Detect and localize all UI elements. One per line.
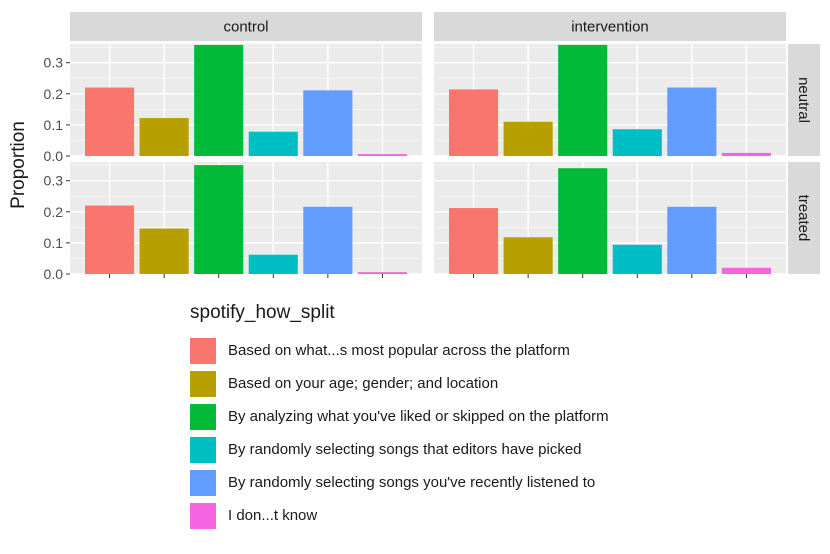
- legend-items: Based on what...s most popular across th…: [190, 334, 810, 532]
- bar-control-treated-4: [248, 254, 298, 274]
- bar-intervention-neutral-6: [721, 152, 771, 156]
- bar-intervention-neutral-5: [667, 87, 717, 156]
- facet-label-treated: treated: [795, 195, 812, 242]
- legend-title: spotify_how_split: [190, 302, 335, 323]
- y-axis-label: Proportion: [8, 121, 29, 209]
- bar-control-neutral-5: [303, 90, 353, 156]
- legend-label: I don...t know: [228, 507, 318, 524]
- y-tick-label: 0.2: [44, 86, 64, 102]
- bar-intervention-treated-3: [558, 168, 608, 274]
- legend-key: [190, 436, 216, 463]
- legend-key: [190, 370, 216, 397]
- faceted-bar-chart: Proportion control intervention neutral tre…: [8, 12, 820, 282]
- legend-item: Based on what...s most popular across th…: [190, 334, 810, 367]
- bar-intervention-treated-4: [612, 244, 662, 274]
- y-tick-label: 0.2: [44, 204, 64, 220]
- facet-strip-control: [70, 12, 422, 41]
- legend-label: By randomly selecting songs that editors…: [228, 441, 582, 458]
- legend-item: By analyzing what you've liked or skippe…: [190, 400, 810, 433]
- bar-control-treated-2: [139, 228, 189, 274]
- legend-item: By randomly selecting songs you've recen…: [190, 466, 810, 499]
- legend-label: Based on what...s most popular across th…: [228, 342, 570, 359]
- bar-intervention-neutral-3: [558, 44, 608, 156]
- facet-label-control: control: [223, 19, 268, 36]
- bar-control-treated-6: [357, 272, 407, 274]
- legend-key: [190, 337, 216, 364]
- facet-strip-neutral: [788, 44, 820, 156]
- bar-control-neutral-3: [194, 44, 244, 156]
- bar-control-neutral-1: [85, 87, 135, 156]
- bar-control-neutral-6: [357, 154, 407, 156]
- bar-control-treated-3: [194, 165, 244, 274]
- bar-intervention-treated-1: [449, 208, 499, 274]
- legend-item: I don...t know: [190, 499, 810, 532]
- bar-intervention-treated-6: [721, 267, 771, 274]
- bar-intervention-treated-2: [503, 237, 553, 274]
- legend-label: Based on your age; gender; and location: [228, 375, 499, 392]
- legend-label: By analyzing what you've liked or skippe…: [228, 408, 609, 425]
- bar-intervention-neutral-4: [612, 129, 662, 156]
- bar-intervention-neutral-2: [503, 121, 553, 156]
- legend-item: Based on your age; gender; and location: [190, 367, 810, 400]
- bar-intervention-neutral-1: [449, 89, 499, 156]
- legend-key: [190, 469, 216, 496]
- legend-item: By randomly selecting songs that editors…: [190, 433, 810, 466]
- y-tick-label: 0.3: [44, 173, 64, 189]
- bar-control-treated-1: [85, 205, 135, 274]
- facet-label-neutral: neutral: [795, 77, 812, 123]
- bar-control-treated-5: [303, 206, 353, 274]
- legend-key: [190, 502, 216, 529]
- y-tick-label: 0.1: [44, 235, 64, 251]
- facet-strip-intervention: [434, 12, 786, 41]
- facet-strip-treated: [788, 162, 820, 274]
- bar-control-neutral-2: [139, 118, 189, 156]
- legend-key: [190, 403, 216, 430]
- y-tick-label: 0.1: [44, 117, 64, 133]
- legend-label: By randomly selecting songs you've recen…: [228, 474, 596, 491]
- y-tick-label: 0.0: [44, 266, 64, 282]
- y-tick-label: 0.3: [44, 55, 64, 71]
- y-tick-label: 0.0: [44, 148, 64, 164]
- bar-intervention-treated-5: [667, 206, 717, 274]
- facet-label-intervention: intervention: [571, 19, 649, 36]
- legend: spotify_how_split Based on what...s most…: [190, 302, 810, 532]
- bar-control-neutral-4: [248, 131, 298, 156]
